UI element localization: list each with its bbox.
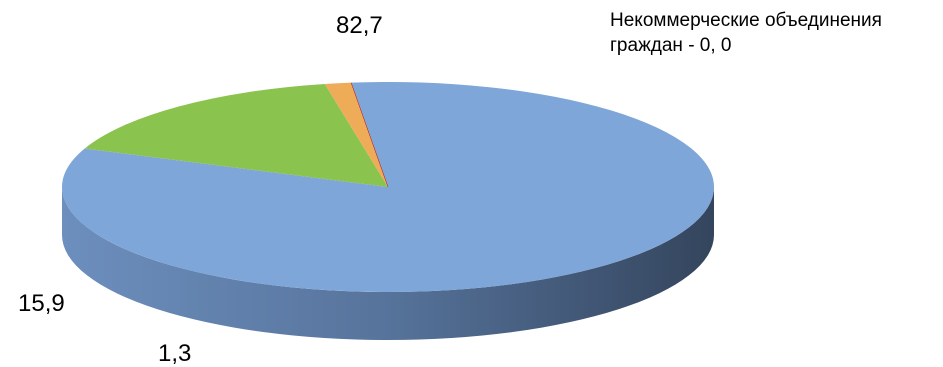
data-label-slice-4: Некоммерческие объединения граждан - 0, … [610, 10, 882, 56]
pie-slice-4 [350, 82, 389, 188]
data-label-slice-3: 1,3 [158, 340, 192, 367]
pie-slice-3 [324, 82, 388, 187]
pie-slice-side-1 [62, 187, 714, 340]
data-label-slice-1: 82,7 [336, 12, 383, 39]
pie-slice-2 [84, 83, 388, 187]
data-label-slice-2: 15,9 [18, 290, 65, 317]
